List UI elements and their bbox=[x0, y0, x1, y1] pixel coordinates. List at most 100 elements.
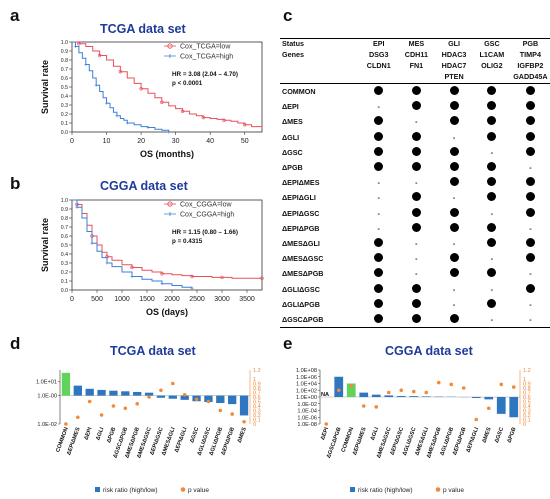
gene-name: HDAC3 bbox=[441, 50, 467, 59]
category-label: ΔMES bbox=[237, 426, 248, 443]
p-value-point bbox=[182, 392, 187, 397]
p-value-point bbox=[111, 404, 116, 408]
dot-marker bbox=[487, 162, 497, 172]
signature-dot bbox=[398, 160, 436, 175]
signature-row-label: ΔGSC bbox=[282, 147, 303, 157]
column-header: PGB bbox=[510, 38, 550, 50]
signature-row-label: ΔEPI bbox=[282, 102, 299, 112]
right-tick-label: 0.8 bbox=[253, 386, 261, 392]
dot-marker bbox=[525, 146, 535, 156]
signature-dot bbox=[398, 281, 436, 296]
legend-pvalue-label: p value bbox=[188, 487, 209, 494]
signature-dot bbox=[360, 84, 398, 100]
signature-dot bbox=[473, 236, 511, 251]
gene-signature-table: Status EPI MES GLI GSC PGB Genes DSG3 CDH11 HDAC3… bbox=[280, 38, 550, 328]
p-value-point bbox=[336, 388, 341, 393]
dot-marker bbox=[411, 146, 421, 156]
gene-name: CLDN1 bbox=[366, 61, 391, 70]
signature-row-label: ΔPGB bbox=[282, 163, 303, 173]
p-value-point bbox=[424, 390, 429, 395]
x-tick-label: 40 bbox=[206, 138, 214, 145]
y-tick-label: 0.7 bbox=[61, 67, 68, 73]
censor-mark bbox=[118, 69, 123, 74]
signature-dot bbox=[511, 236, 550, 251]
y-tick-label: 0.1 bbox=[61, 121, 68, 127]
risk-ratio-bar bbox=[168, 395, 177, 399]
right-tick-label: 0.5 bbox=[253, 400, 261, 406]
dot-marker bbox=[411, 192, 421, 202]
dot-marker bbox=[374, 162, 384, 172]
y-tick-label: 1.0 bbox=[61, 40, 68, 46]
category-label: ΔGLI bbox=[370, 426, 380, 441]
censor-mark bbox=[84, 63, 88, 66]
p-value-point bbox=[218, 408, 223, 413]
genes-label bbox=[280, 72, 360, 84]
signature-dash: - bbox=[490, 147, 494, 157]
signature-row-label: ΔMESΔPGB bbox=[282, 269, 324, 279]
signature-dot bbox=[398, 99, 436, 114]
signature-dot bbox=[435, 145, 473, 160]
signature-row-label: ΔGLI bbox=[282, 132, 300, 142]
panel-letter-b: b bbox=[10, 174, 21, 193]
dot-marker bbox=[374, 253, 384, 263]
risk-ratio-bar bbox=[421, 396, 431, 397]
risk-ratio-bar bbox=[204, 395, 213, 403]
x-tick-label: 20 bbox=[137, 138, 145, 145]
right-tick-label: 0.1 bbox=[523, 418, 531, 424]
signature-dash: - bbox=[415, 117, 418, 127]
gene-name: HDAC7 bbox=[441, 61, 467, 70]
column-header: GSC bbox=[472, 38, 511, 50]
censor-mark bbox=[190, 274, 194, 279]
x-tick-label: 1000 bbox=[114, 296, 130, 303]
risk-ratio-bar bbox=[384, 395, 394, 397]
genes-label bbox=[280, 61, 360, 72]
dot-marker bbox=[525, 116, 535, 126]
panel-letter-e: e bbox=[283, 334, 293, 353]
dot-marker bbox=[374, 116, 384, 126]
signature-row-label: ΔEPIΔGLI bbox=[282, 193, 316, 203]
dot-marker bbox=[449, 162, 459, 172]
right-tick-label: 0.9 bbox=[523, 382, 531, 388]
category-label: ΔPGB bbox=[506, 427, 517, 444]
category-label: ΔEPIΔGLI bbox=[465, 426, 480, 453]
column-header: MES bbox=[397, 38, 436, 50]
y-tick-label: 0.2 bbox=[61, 112, 68, 118]
risk-ratio-bar bbox=[133, 391, 142, 396]
p-value-point bbox=[76, 415, 80, 420]
signature-row-label: ΔGLIΔGSC bbox=[282, 284, 320, 294]
right-tick-label: 0.6 bbox=[523, 395, 531, 401]
signature-row-label: ΔEPIΔMES bbox=[282, 178, 320, 188]
censor-mark bbox=[167, 130, 171, 134]
gene-name: PTEN bbox=[435, 72, 473, 84]
right-tick-label: 1.2 bbox=[523, 368, 531, 374]
gene-name: TIMP4 bbox=[519, 50, 541, 59]
category-label: ΔEPIΔGLI bbox=[174, 426, 189, 453]
dot-marker bbox=[525, 177, 535, 187]
censor-mark bbox=[105, 261, 109, 265]
column-header: GLI bbox=[435, 38, 473, 50]
dot-marker bbox=[449, 313, 459, 323]
category-label: ΔPGB bbox=[106, 427, 117, 444]
risk-ratio-bar bbox=[85, 388, 94, 396]
left-tick-label: 1.0E+00 bbox=[296, 395, 317, 401]
signature-dot bbox=[473, 297, 511, 312]
censor-mark bbox=[222, 118, 226, 123]
left-tick-label: 1.0E+02 bbox=[296, 388, 317, 394]
signature-dot bbox=[511, 145, 550, 160]
risk-ratio-bar bbox=[73, 385, 82, 396]
legend-pvalue-label: p value bbox=[443, 487, 464, 494]
censor-mark bbox=[146, 126, 150, 129]
left-tick-label: 1.0E+01 bbox=[36, 379, 57, 385]
signature-dash: - bbox=[452, 238, 456, 248]
signature-row-label: ΔMESΔGSC bbox=[282, 254, 324, 264]
p-value-point bbox=[436, 380, 441, 385]
dot-marker bbox=[374, 86, 384, 96]
gene-name bbox=[359, 72, 398, 84]
p-value-point bbox=[449, 382, 454, 387]
signature-dash: - bbox=[377, 223, 380, 233]
dot-marker bbox=[374, 237, 384, 247]
right-tick-label: 0.4 bbox=[523, 404, 531, 410]
signature-dot bbox=[397, 311, 436, 328]
dot-marker bbox=[411, 207, 421, 217]
signature-dash: - bbox=[377, 178, 380, 188]
